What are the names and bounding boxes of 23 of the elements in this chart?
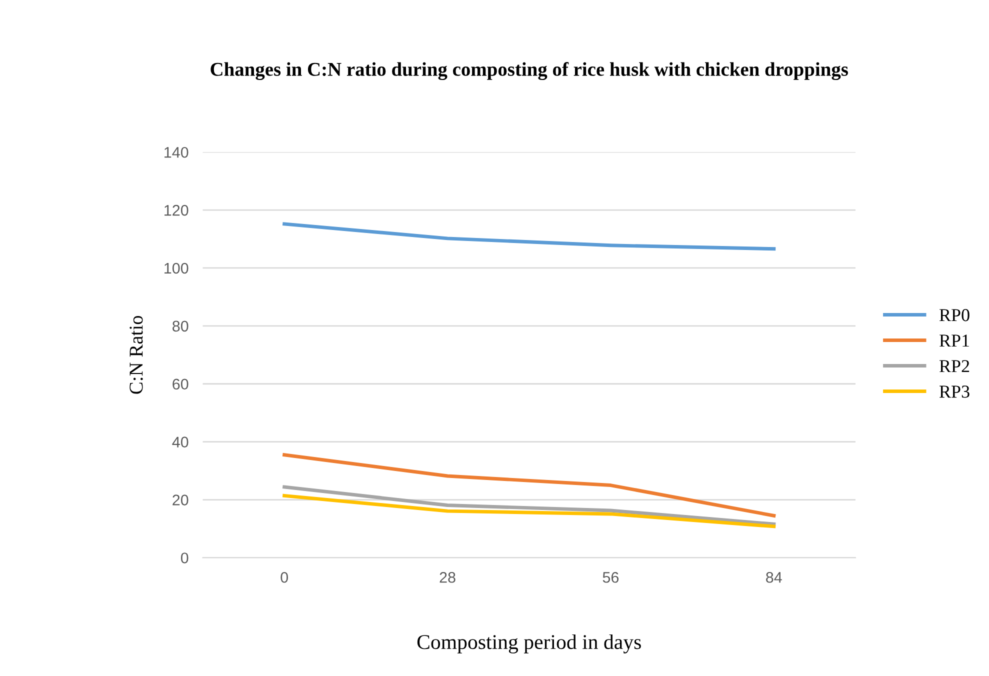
y-tick-label: 140 [164,146,188,158]
legend-label: RP0 [939,309,970,322]
y-tick-label: 120 [164,204,188,216]
x-axis-title: Composting period in days [417,634,641,654]
x-tick-label: 84 [766,572,782,583]
line-series [282,453,776,518]
y-axis-title: C:N Ratio [130,316,143,394]
y-tick-label: 0 [180,552,188,564]
line-series [282,222,776,251]
legend-label: RP3 [939,386,970,398]
y-tick-label: 100 [164,262,188,274]
x-tick-label: 56 [602,572,619,583]
line-series [282,485,776,526]
x-tick-label: 0 [280,572,288,583]
line-series [282,494,776,528]
x-tick-label: 28 [440,572,456,583]
chart-title: Changes in C:N ratio during composting of rice husk with chicken droppings [210,62,848,80]
legend-label: RP1 [939,334,969,347]
y-tick-label: 60 [172,378,188,390]
y-tick-label: 40 [172,436,188,448]
legend-label: RP2 [939,360,970,372]
y-tick-label: 20 [172,494,188,506]
y-tick-label: 80 [172,320,188,332]
